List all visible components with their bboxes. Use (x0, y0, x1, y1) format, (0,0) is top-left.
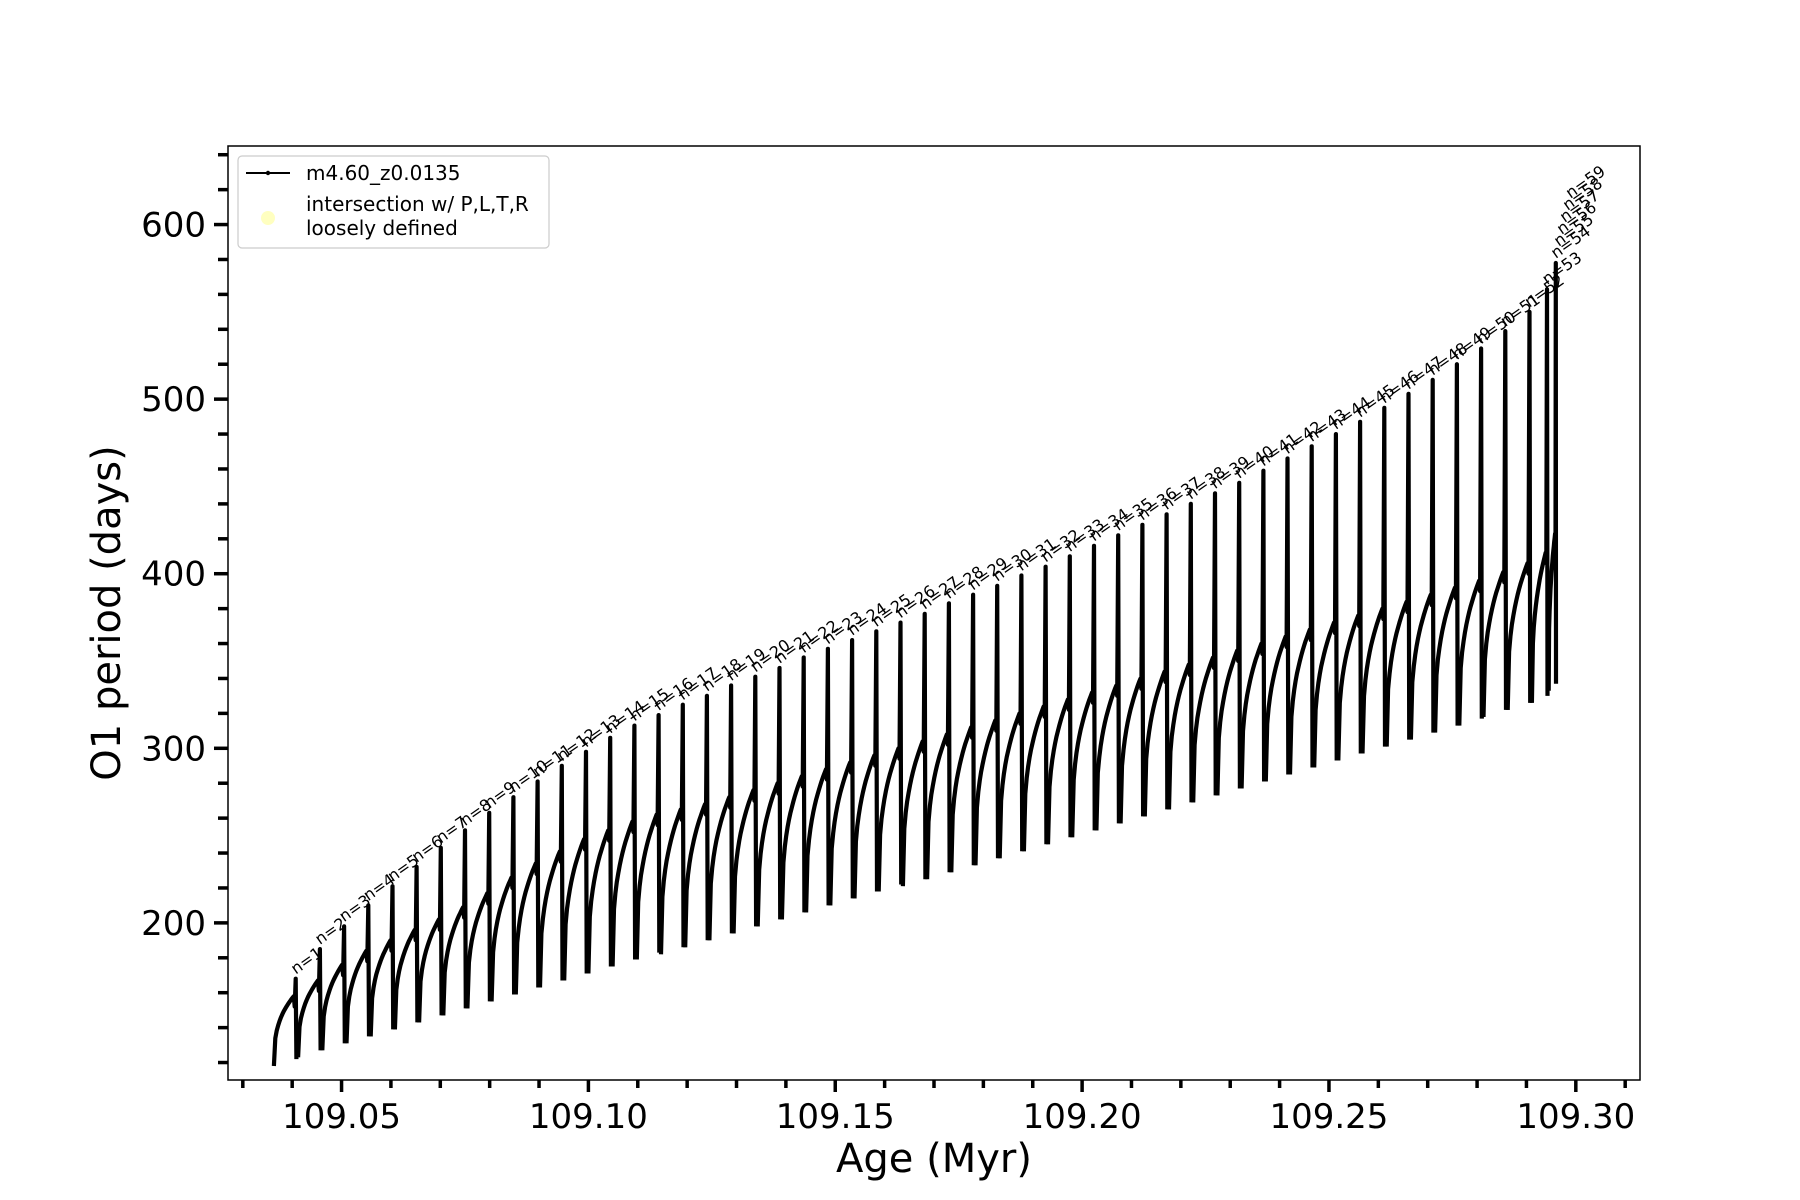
y-axis: 200 300 400 500 600 (141, 152, 228, 1065)
series-line-cycle (1021, 564, 1049, 852)
x-tick-label: 109.25 (1269, 1097, 1388, 1137)
series-line-cycle (1529, 287, 1550, 703)
x-axis: 109.05 109.10 109.15 109.20 109.25 109.30 (241, 1080, 1635, 1137)
series-line-cycle (949, 592, 976, 873)
series-line-cycle (1287, 444, 1315, 775)
series-line-cycle (1263, 456, 1291, 782)
series-line-cycle (1045, 554, 1073, 845)
x-tick-label: 109.10 (529, 1097, 648, 1137)
series-line-cycle (441, 828, 468, 1016)
y-tick-label: 500 (141, 380, 206, 420)
legend-frame (237, 155, 550, 249)
series-line-cycle (973, 583, 1001, 866)
series-line-cycle (1118, 522, 1146, 824)
y-tick-label: 400 (141, 555, 206, 595)
series-line-cycle (1166, 501, 1194, 810)
y-tick-label: 200 (141, 904, 206, 944)
legend-intersection-label-line1: intersection w/ P,L,T,R (306, 192, 529, 216)
x-tick-label: 109.05 (282, 1097, 401, 1137)
legend-dot-marker (265, 170, 271, 176)
legend-series-label: m4.60_z0.0135 (306, 161, 461, 185)
series-line-cycle (417, 845, 444, 1023)
series-line-cycle (537, 763, 565, 988)
legend: m4.60_z0.0135 intersection w/ P,L,T,R lo… (237, 155, 550, 249)
series-line-cycle (997, 573, 1025, 859)
series-line-cycle (876, 620, 904, 892)
series-line-cycle (1336, 419, 1363, 761)
series-line-cycle (392, 864, 420, 1030)
series-line-cycle (1312, 432, 1339, 768)
series-line-cycle (562, 749, 589, 981)
series-line-cycle (755, 665, 783, 927)
series-line-cycle (465, 810, 492, 1009)
series-line-cycle (1546, 260, 1559, 691)
series-line-cycle (1070, 543, 1097, 838)
series-line-cycle (634, 713, 662, 960)
series-line-cycle (344, 903, 372, 1044)
series-line-cycle (707, 683, 734, 941)
x-tick-label: 109.15 (776, 1097, 895, 1137)
series-line-cycle (804, 646, 831, 913)
series-line-cycle (779, 655, 807, 920)
x-axis-label: Age (Myr) (836, 1136, 1032, 1182)
series-line-cycle (513, 779, 541, 995)
legend-intersection-marker (261, 211, 275, 225)
y-tick-label: 600 (141, 206, 206, 246)
series-line-cycle (368, 884, 396, 1037)
y-tick-label: 300 (141, 729, 206, 769)
series-line-cycle (1384, 391, 1412, 747)
x-tick-label: 109.30 (1516, 1097, 1635, 1137)
legend-intersection-label-line2: loosely defined (306, 216, 458, 240)
series-line-cycle (1094, 533, 1121, 831)
series-line-cycle (852, 629, 880, 899)
plot-area: n=1n=2n=3n=4n=5n=6n=7n=8n=9n=10n=11n=12n… (271, 162, 1609, 1067)
series-line-cycle (320, 924, 347, 1051)
series-line-cycle (683, 693, 710, 948)
series-line-cycle (1360, 405, 1388, 754)
y-axis-label: O1 period (days) (84, 445, 130, 780)
series-line-cycle (828, 638, 855, 906)
series-line-cycle (1408, 377, 1436, 740)
series-line-cycle (925, 601, 952, 880)
series-line-cycle (1239, 468, 1267, 789)
series-line-cycle (1215, 480, 1242, 796)
series-line-cycle (658, 702, 686, 955)
series-line-cycle (296, 947, 323, 1058)
series-line-cycle (1457, 346, 1484, 726)
legend-intersection-label: intersection w/ P,L,T,R loosely defined (306, 192, 535, 240)
series-line-cycle (586, 735, 613, 974)
series-line-cycle (1433, 362, 1460, 733)
series-line-cycle (1505, 309, 1533, 710)
series-line-cycle (731, 674, 759, 934)
series-line-cycle (489, 795, 517, 1002)
series-line-cycle (610, 723, 638, 967)
series-line-cycle (271, 976, 299, 1067)
x-tick-label: 109.20 (1023, 1097, 1142, 1137)
series-line-cycle (1142, 512, 1170, 817)
series-line-cycle (1191, 491, 1218, 803)
series-line-cycle (1481, 329, 1509, 717)
series-line-cycle (900, 611, 928, 887)
